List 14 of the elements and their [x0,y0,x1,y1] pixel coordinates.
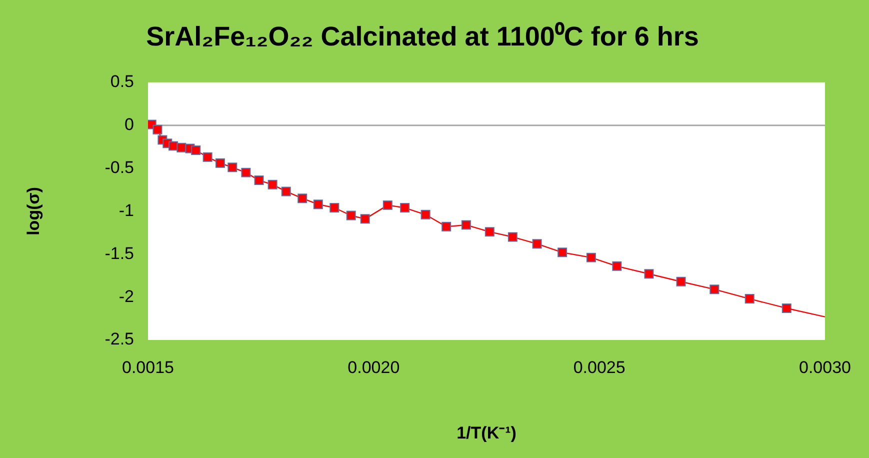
y-tick-label: -2.5 [104,330,134,349]
y-tick-label: -0.5 [104,158,134,177]
y-tick-label: -1 [118,200,134,220]
y-tick-label: -2 [118,286,134,306]
y-tick-label: 0 [124,115,134,134]
x-tick-label: 0.0030 [799,358,851,377]
x-tick-label: 0.0025 [573,358,626,377]
chart-title: SrAl₂Fe₁₂O₂₂ Calcinated at 1100⁰C for 6 hrs [146,22,699,52]
y-axis-title: log(σ) [24,186,43,236]
y-tick-label: 0.5 [110,72,134,92]
y-tick-label: -1.5 [104,244,134,263]
x-tick-label: 0.0015 [122,358,174,377]
x-tick-label: 0.0020 [348,358,400,377]
x-axis-title: 1/T(K⁻¹) [456,423,516,442]
